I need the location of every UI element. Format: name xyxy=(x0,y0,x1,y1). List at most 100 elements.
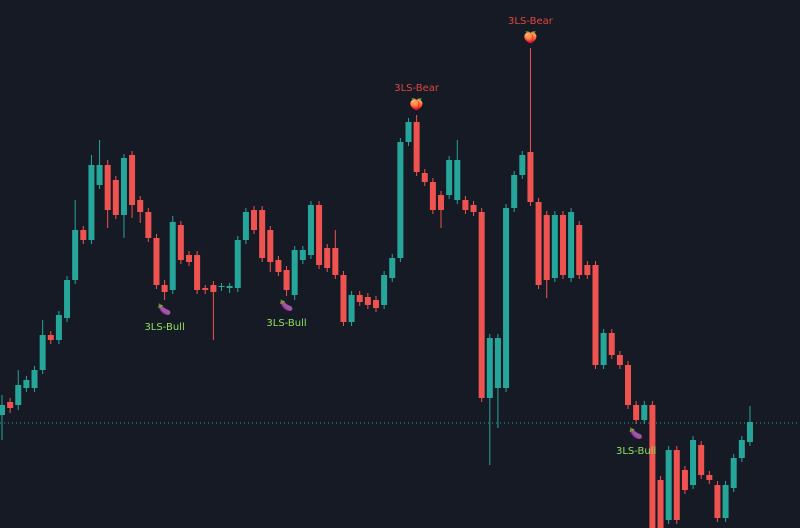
annotation-icon: 🍆 xyxy=(158,303,172,316)
candle-body xyxy=(80,230,87,240)
candle-body xyxy=(161,285,168,292)
candle-body xyxy=(202,288,209,290)
candle-body xyxy=(55,315,62,340)
candle-body xyxy=(722,485,729,518)
candle-body xyxy=(462,200,469,210)
candle-body xyxy=(218,286,225,287)
annotation-icon: 🍑 xyxy=(410,98,424,111)
candle-body xyxy=(153,238,160,285)
candle-body xyxy=(503,208,510,388)
candle-body xyxy=(486,338,493,398)
candle-body xyxy=(616,355,623,365)
candle-body xyxy=(47,335,54,340)
candle-body xyxy=(283,270,290,290)
candle-body xyxy=(307,205,314,255)
candle-body xyxy=(470,205,477,212)
candle-body xyxy=(348,295,355,322)
candle-body xyxy=(673,450,680,520)
candle-body xyxy=(356,295,363,302)
candle-body xyxy=(714,485,721,518)
candle-body xyxy=(649,405,656,528)
candle-body xyxy=(527,152,534,202)
candle-body xyxy=(267,230,274,262)
candle-body xyxy=(681,470,688,490)
candle-body xyxy=(7,402,14,408)
candle-body xyxy=(551,215,558,278)
candle-body xyxy=(137,200,144,212)
candle-body xyxy=(608,333,615,355)
annotation-icon: 🍆 xyxy=(280,299,294,312)
candle-body xyxy=(706,475,713,480)
candle-body xyxy=(389,258,396,278)
candle-body xyxy=(511,175,518,208)
candle-body xyxy=(364,297,371,305)
candle-body xyxy=(259,210,266,258)
candle-body xyxy=(72,230,79,280)
candle-body xyxy=(23,380,30,388)
candle-body xyxy=(413,122,420,172)
annotation-icon: 🍆 xyxy=(629,427,643,440)
candle-body xyxy=(31,370,38,388)
candle-body xyxy=(519,155,526,175)
candle-body xyxy=(429,182,436,210)
candle-body xyxy=(332,248,339,275)
candle-body xyxy=(746,422,753,442)
candle-body xyxy=(210,285,217,292)
candle-body xyxy=(535,202,542,285)
candle-body xyxy=(242,212,249,240)
annotation-label: 3LS-Bull xyxy=(144,322,184,333)
candle-body xyxy=(372,300,379,308)
candle-body xyxy=(446,160,453,195)
candle-body xyxy=(251,210,258,230)
candle-body xyxy=(291,250,298,295)
candle-body xyxy=(194,255,201,290)
candle-body xyxy=(112,180,119,215)
candle-body xyxy=(145,212,152,238)
candle-body xyxy=(665,450,672,520)
candle-body xyxy=(584,265,591,275)
candle-body xyxy=(381,275,388,305)
candle-body xyxy=(625,365,632,405)
candle-body xyxy=(559,215,566,275)
candle-body xyxy=(641,405,648,420)
candle-body xyxy=(64,280,71,318)
candle-body xyxy=(275,260,282,272)
candle-body xyxy=(177,225,184,260)
candle-body xyxy=(15,385,22,405)
annotation-label: 3LS-Bear xyxy=(508,16,554,27)
candle-body xyxy=(0,405,5,415)
candle-body xyxy=(421,173,428,182)
candle-body xyxy=(96,165,103,185)
annotation-label: 3LS-Bear xyxy=(394,83,440,94)
candle-body xyxy=(543,215,550,280)
candle-body xyxy=(39,335,46,370)
candle-body xyxy=(340,275,347,322)
candle-body xyxy=(104,165,111,210)
annotation-label: 3LS-Bull xyxy=(266,318,306,329)
candle-body xyxy=(698,445,705,475)
candle-body xyxy=(494,338,501,388)
candle-body xyxy=(405,122,412,142)
candle-body xyxy=(397,142,404,258)
candle-body xyxy=(738,440,745,458)
candle-body xyxy=(592,265,599,365)
annotation-icon: 🍑 xyxy=(524,31,538,44)
candle-body xyxy=(185,255,192,262)
candle-body xyxy=(633,405,640,420)
candle-body xyxy=(568,212,575,278)
candle-body xyxy=(88,165,95,240)
candle-body xyxy=(690,440,697,485)
candle-body xyxy=(226,286,233,288)
candle-body xyxy=(657,480,664,528)
candle-body xyxy=(600,333,607,365)
candle-body xyxy=(324,248,331,268)
candle-body xyxy=(454,160,461,200)
candle-body xyxy=(169,222,176,290)
candle-body xyxy=(478,212,485,398)
candle-body xyxy=(120,158,127,215)
candle-body xyxy=(576,225,583,275)
candle-body xyxy=(234,240,241,288)
candle-body xyxy=(316,205,323,265)
